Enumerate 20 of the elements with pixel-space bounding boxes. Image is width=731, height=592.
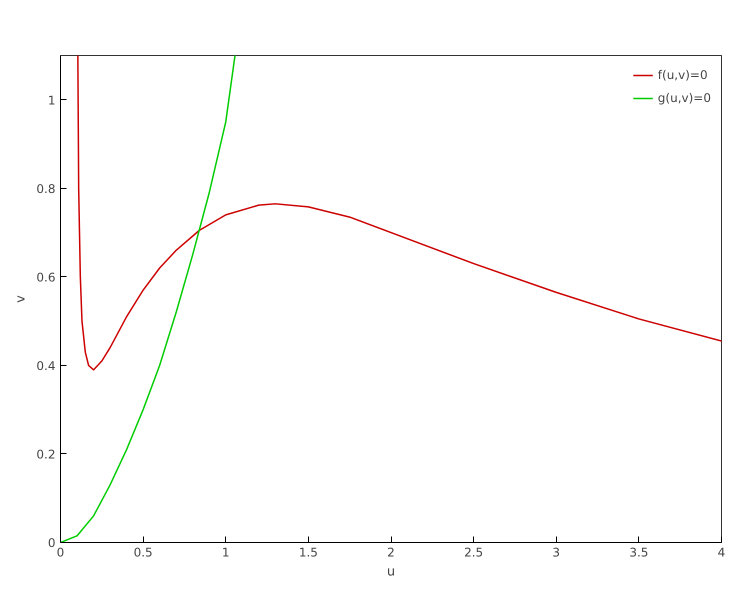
y-tick-label: 0.6 xyxy=(36,270,56,284)
x-tick-label: 2 xyxy=(387,546,395,560)
x-tick-label: 0 xyxy=(56,546,64,560)
y-tick-label: 1 xyxy=(48,93,56,108)
y-tick-label: 0.2 xyxy=(36,447,56,462)
legend-label: g(u,v)=0 xyxy=(658,91,711,105)
y-tick-label: 0.8 xyxy=(36,182,56,196)
x-axis-title: u xyxy=(386,564,396,580)
y-tick-label: 0 xyxy=(48,536,56,550)
x-tick-label: 1.5 xyxy=(298,546,318,560)
x-tick-label: 3 xyxy=(552,546,560,560)
x-tick-label: 3.5 xyxy=(629,546,648,560)
x-tick-label: 4 xyxy=(718,546,726,560)
legend-label: f(u,v)=0 xyxy=(658,68,708,82)
x-tick-label: 2.5 xyxy=(464,546,484,560)
y-axis-title: v xyxy=(13,294,28,303)
line-series xyxy=(77,56,722,371)
x-tick-label: 0.5 xyxy=(134,546,153,560)
x-tick-label: 1 xyxy=(222,546,230,560)
y-tick-label: 0.4 xyxy=(36,358,56,373)
